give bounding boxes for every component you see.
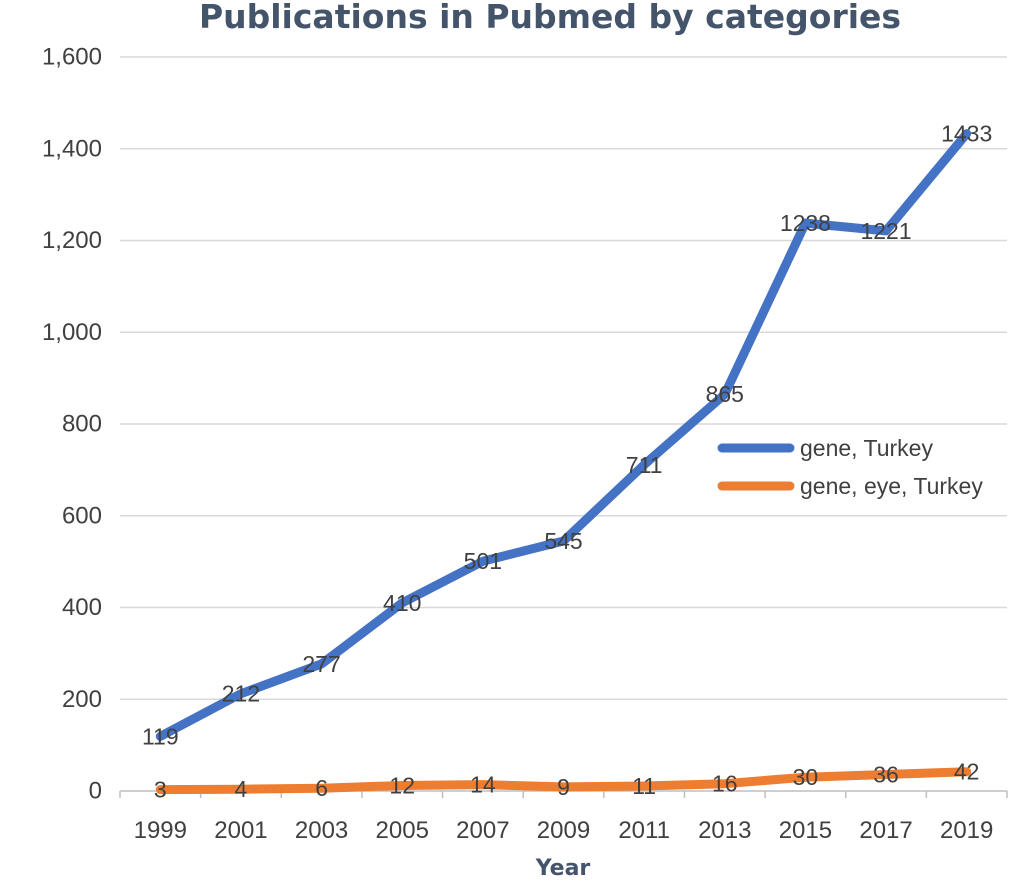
data-label: 12 [389, 772, 415, 798]
data-label: 119 [142, 723, 179, 749]
data-label: 6 [315, 775, 328, 801]
data-point [480, 558, 486, 564]
series-layer [155, 129, 972, 795]
legend-label: gene, Turkey [800, 435, 933, 461]
data-point [399, 600, 405, 606]
data-point [883, 228, 889, 234]
x-axis-label: Year [535, 856, 591, 881]
data-label: 42 [954, 759, 980, 785]
y-tick-label: 200 [62, 686, 102, 713]
y-tick-label: 400 [62, 594, 102, 621]
grid-layer [120, 56, 1007, 792]
data-label: 36 [873, 761, 899, 787]
y-tick-label: 1,000 [42, 319, 102, 346]
legend: gene, Turkey gene, eye, Turkey [717, 435, 983, 499]
x-axis: 1999 2001 2003 2005 2007 2009 2011 2013 2015 2017… [119, 791, 1008, 844]
data-point [964, 769, 970, 775]
y-tick-label: 800 [62, 411, 102, 438]
x-tick-label: 2009 [537, 817, 590, 844]
x-tick-label: 2003 [295, 817, 348, 844]
chart-title: Publications in Pubmed by categories [199, 0, 901, 36]
x-tick-label: 2011 [618, 817, 670, 844]
data-point [561, 538, 566, 544]
data-label: 711 [626, 452, 663, 478]
data-label: 1433 [941, 121, 992, 147]
data-label: 501 [464, 548, 502, 574]
y-tick-label: 600 [62, 502, 102, 529]
x-tick-label: 2001 [214, 817, 267, 844]
y-tick-label: 1,400 [42, 135, 102, 162]
x-tick-label: 2013 [698, 817, 751, 844]
data-label: 9 [557, 774, 570, 800]
legend-label: gene, eye, Turkey [800, 473, 983, 499]
data-label: 1238 [780, 210, 831, 236]
data-point [399, 782, 405, 788]
x-tick-label: 2005 [376, 817, 429, 844]
y-tick-label: 1,600 [42, 44, 102, 71]
data-label: 545 [544, 528, 582, 554]
data-label: 1221 [860, 218, 911, 244]
data-point [238, 786, 244, 792]
data-point [480, 782, 486, 788]
data-point [319, 661, 325, 667]
data-point [641, 783, 647, 789]
y-tick-label: 1,200 [42, 227, 102, 254]
data-label: 4 [235, 776, 248, 802]
data-label: 16 [712, 771, 738, 797]
data-point [964, 131, 970, 137]
data-label: 865 [706, 381, 744, 407]
data-point [883, 771, 889, 777]
x-tick-label: 2017 [859, 817, 912, 844]
data-label: 212 [222, 681, 260, 707]
data-point [157, 733, 163, 739]
data-point [238, 691, 244, 697]
data-point [319, 785, 325, 791]
y-axis: 0 200 400 600 800 1,000 1,200 1,400 1,600 [42, 44, 102, 805]
data-label: 11 [632, 773, 656, 799]
data-label: 30 [793, 764, 819, 790]
data-point [157, 787, 163, 793]
data-label: 14 [470, 772, 496, 798]
data-label: 3 [154, 777, 167, 803]
x-tick-label: 2015 [779, 817, 832, 844]
x-tick-label: 1999 [134, 817, 187, 844]
x-tick-label: 2019 [940, 817, 993, 844]
x-tick-label: 2007 [456, 817, 509, 844]
y-tick-label: 0 [89, 778, 102, 805]
data-label: 277 [302, 651, 340, 677]
data-point [561, 784, 566, 790]
data-point [802, 220, 808, 226]
data-point [802, 774, 808, 780]
data-point [641, 462, 647, 468]
data-label: 410 [383, 590, 421, 616]
data-point [722, 781, 728, 787]
data-point [722, 391, 728, 397]
